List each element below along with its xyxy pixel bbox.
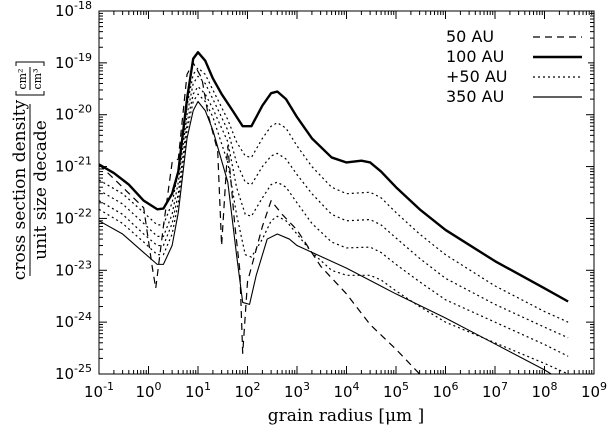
y-axis-unit-numerator: cm² bbox=[16, 68, 29, 89]
series-line-1 bbox=[99, 51, 569, 303]
x-tick-label: 109 bbox=[581, 380, 607, 401]
x-tick-label: 103 bbox=[284, 380, 310, 401]
y-tick-label: 10-19 bbox=[55, 51, 92, 72]
plot-frame bbox=[98, 10, 595, 375]
y-axis-label-sub: unit size decade bbox=[31, 120, 51, 260]
y-tick-label: 10-18 bbox=[55, 0, 92, 20]
x-tick-label: 10-1 bbox=[84, 380, 114, 401]
y-tick-label: 10-20 bbox=[55, 103, 92, 124]
x-tick-label: 100 bbox=[135, 380, 161, 401]
series-line-0 bbox=[99, 62, 421, 374]
series-line-3 bbox=[99, 75, 569, 339]
y-axis-unit-denominator: cm³ bbox=[31, 68, 44, 89]
y-tick-label: 10-24 bbox=[55, 310, 92, 331]
tick-labels: 10-1 100 101 102 103 104 105 106 107 108 109 10-25 1… bbox=[55, 0, 607, 401]
x-tick-label: 107 bbox=[482, 380, 508, 401]
y-tick-label: 10-25 bbox=[55, 362, 92, 383]
axis-ticks bbox=[98, 10, 595, 375]
legend: 50 AU 100 AU +50 AU 350 AU bbox=[438, 22, 588, 114]
y-tick-label: 10-23 bbox=[55, 258, 92, 279]
series-line-2 bbox=[99, 67, 569, 323]
x-tick-label: 108 bbox=[531, 380, 557, 401]
y-axis-label: cross section density unit size decade c… bbox=[10, 61, 51, 280]
series-line-6 bbox=[99, 100, 553, 374]
x-tick-label: 102 bbox=[234, 380, 260, 401]
legend-label-350au: 350 AU bbox=[446, 87, 504, 106]
x-tick-label: 101 bbox=[185, 380, 211, 401]
y-tick-label: 10-22 bbox=[55, 206, 92, 227]
y-tick-label: 10-21 bbox=[55, 155, 92, 176]
y-axis-unit-bracket-right bbox=[15, 61, 45, 66]
legend-label-50au: 50 AU bbox=[446, 27, 494, 46]
series-line-4 bbox=[99, 85, 569, 357]
x-tick-label: 105 bbox=[383, 380, 409, 401]
series-line-5 bbox=[99, 93, 569, 374]
legend-label-100au: 100 AU bbox=[446, 47, 504, 66]
series-lines bbox=[99, 51, 569, 374]
y-axis-unit-bracket-left bbox=[15, 91, 45, 96]
x-axis-label: grain radius [μm ] bbox=[268, 406, 424, 426]
y-axis-label-main: cross section density bbox=[10, 99, 30, 280]
x-tick-label: 106 bbox=[432, 380, 458, 401]
x-tick-label: 104 bbox=[333, 380, 359, 401]
legend-label-plus50au: +50 AU bbox=[446, 67, 508, 86]
